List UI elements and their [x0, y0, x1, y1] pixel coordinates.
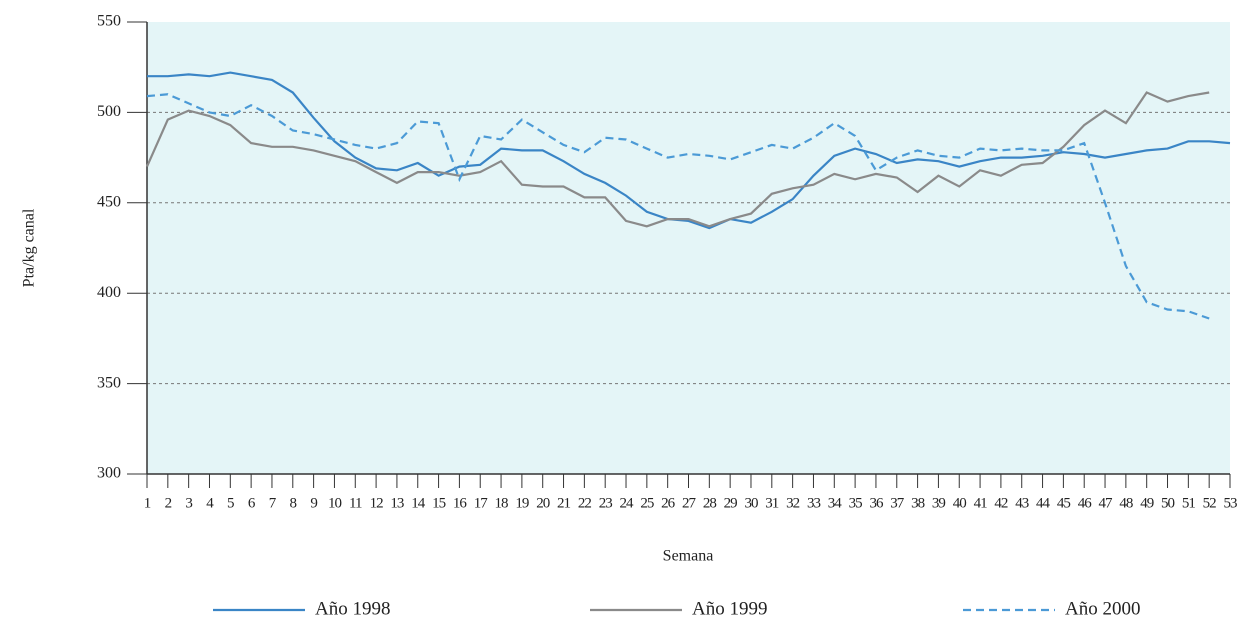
x-tick-label: 48	[1119, 495, 1133, 511]
x-tick-label: 13	[390, 495, 404, 511]
x-tick-label: 24	[620, 495, 635, 511]
x-tick-label: 2	[165, 495, 172, 511]
x-tick-label: 34	[828, 495, 843, 511]
x-tick-label: 37	[890, 495, 905, 511]
x-tick-label: 10	[328, 495, 342, 511]
series-line	[147, 71, 1231, 230]
x-tick-label: 21	[557, 495, 571, 511]
x-tick-label: 3	[185, 495, 192, 511]
series-line	[146, 93, 1210, 320]
x-tick-label: 7	[269, 495, 277, 511]
y-axis-label: Pta/kg canal	[21, 208, 38, 287]
y-tick-label: 500	[97, 103, 121, 120]
x-tick-label: 35	[849, 495, 863, 511]
x-tick-label: 17	[474, 495, 489, 511]
legend-label: Año 2000	[1065, 598, 1140, 619]
x-tick-label: 4	[206, 495, 214, 511]
y-tick-label: 400	[97, 284, 121, 301]
x-tick-label: 31	[765, 495, 779, 511]
x-tick-label: 30	[744, 495, 758, 511]
x-tick-label: 42	[994, 495, 1008, 511]
x-tick-label: 20	[536, 495, 550, 511]
x-tick-label: 22	[578, 495, 592, 511]
y-tick-label: 550	[97, 13, 121, 30]
y-tick-label: 300	[97, 465, 121, 482]
x-tick-label: 49	[1140, 495, 1154, 511]
legend-label: Año 1999	[692, 598, 767, 619]
x-tick-label: 1	[144, 495, 151, 511]
x-tick-label: 45	[1057, 495, 1071, 511]
x-tick-label: 27	[682, 495, 697, 511]
x-tick-label: 28	[703, 495, 717, 511]
x-tick-label: 19	[515, 495, 529, 511]
x-tick-label: 32	[786, 495, 800, 511]
x-tick-label: 39	[932, 495, 946, 511]
legend-label: Año 1998	[315, 598, 390, 619]
x-tick-label: 41	[974, 495, 988, 511]
x-tick-label: 43	[1015, 495, 1029, 511]
x-tick-label: 47	[1099, 495, 1114, 511]
x-tick-label: 40	[953, 495, 967, 511]
plot-background	[147, 22, 1230, 474]
x-tick-label: 5	[227, 495, 234, 511]
series-line	[145, 91, 1210, 228]
x-tick-label: 16	[453, 495, 468, 511]
x-tick-label: 25	[640, 495, 654, 511]
x-tick-label: 14	[411, 495, 426, 511]
x-tick-label: 9	[310, 495, 317, 511]
y-tick-label: 450	[97, 193, 121, 210]
x-tick-label: 38	[911, 495, 925, 511]
x-tick-label: 23	[599, 495, 613, 511]
x-tick-label: 52	[1203, 495, 1217, 511]
x-tick-label: 36	[869, 495, 884, 511]
x-tick-label: 50	[1161, 495, 1175, 511]
y-tick-label: 350	[97, 374, 121, 391]
x-tick-label: 29	[724, 495, 738, 511]
x-tick-label: 46	[1078, 495, 1093, 511]
x-tick-label: 44	[1036, 495, 1051, 511]
x-tick-label: 18	[495, 495, 509, 511]
x-tick-label: 51	[1182, 495, 1196, 511]
x-tick-label: 26	[661, 495, 676, 511]
x-tick-label: 6	[248, 495, 256, 511]
x-tick-label: 33	[807, 495, 821, 511]
x-tick-label: 15	[432, 495, 446, 511]
x-axis-label: Semana	[663, 548, 714, 565]
x-tick-label: 53	[1224, 495, 1238, 511]
x-tick-label: 8	[290, 495, 297, 511]
x-tick-label: 11	[349, 495, 362, 511]
x-tick-label: 12	[370, 495, 384, 511]
